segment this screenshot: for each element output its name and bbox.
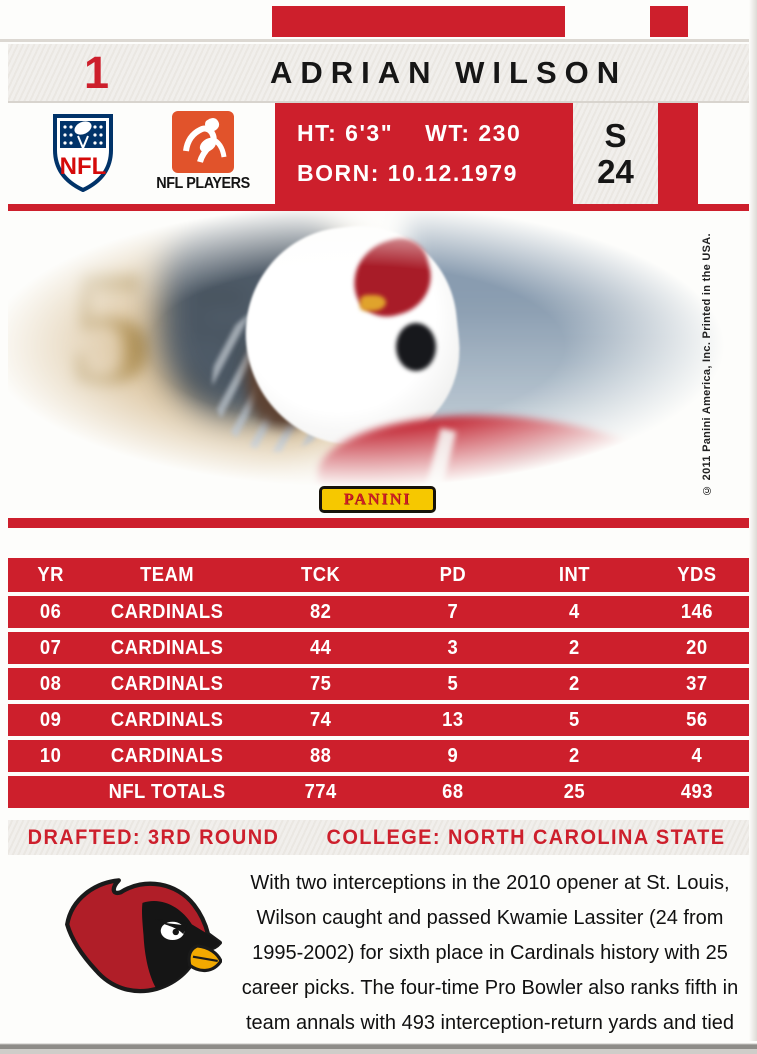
cell-tck: 75 (310, 672, 332, 695)
red-column (658, 103, 698, 204)
position-value: S (604, 117, 627, 154)
nfl-players-label: NFL PLAYERS (156, 175, 250, 192)
cell-int: 2 (569, 744, 581, 767)
cell-team: CARDINALS (111, 600, 224, 623)
cell-yds: 146 (681, 600, 714, 623)
cell-team: CARDINALS (111, 708, 224, 731)
cell-yr: 07 (39, 636, 62, 659)
panini-logo: PANINI (319, 486, 436, 513)
cell-pd: 9 (447, 744, 458, 767)
cell-int: 2 (569, 672, 581, 695)
info-band: NFL NFL PLAYERS HT: 6'3" WT: 230 BORN: 1… (8, 103, 749, 204)
born-value: BORN: 10.12.1979 (297, 160, 518, 186)
position-box: S 24 (573, 103, 658, 204)
top-red-bar-left (272, 6, 565, 37)
cell-yds: 56 (686, 708, 708, 731)
jersey-number-value: 24 (597, 153, 634, 190)
nfl-shield-text: NFL (60, 153, 107, 180)
panini-logo-text: PANINI (343, 490, 412, 508)
photo-vignette (8, 211, 749, 518)
divider (0, 39, 749, 42)
weight-value: WT: 230 (425, 120, 522, 146)
scan-edge-right (749, 0, 757, 1054)
cell-tck: 44 (310, 636, 332, 659)
cell-tck: 82 (310, 600, 332, 623)
cell-yds: 20 (686, 636, 708, 659)
cell-pd: 68 (441, 780, 464, 803)
cell-yds: 37 (686, 672, 708, 695)
cell-int: 25 (564, 780, 586, 803)
cell-team: NFL TOTALS (108, 780, 226, 803)
name-band: 1 ADRIAN WILSON (8, 44, 749, 103)
height-value: HT: 6'3" (297, 120, 394, 146)
col-header-int: INT (559, 563, 591, 586)
cell-team: CARDINALS (111, 636, 224, 659)
nfl-players-icon (172, 111, 234, 173)
col-header-tck: TCK (301, 563, 341, 586)
cell-team: CARDINALS (111, 672, 224, 695)
cell-yds: 4 (691, 744, 703, 767)
cell-yr: 08 (39, 672, 62, 695)
divider-red-top (8, 204, 749, 211)
cell-int: 5 (569, 708, 581, 731)
col-header-pd: PD (439, 563, 466, 586)
stats-table: YR TEAM TCK PD INT YDS 06 CARDINALS 82 7… (8, 558, 749, 812)
college-text: COLLEGE: NORTH CAROLINA STATE (326, 825, 726, 849)
cell-pd: 3 (447, 636, 458, 659)
drafted-text: DRAFTED: 3RD ROUND (27, 825, 280, 849)
cell-yr: 10 (39, 744, 62, 767)
draft-college-band: DRAFTED: 3RD ROUND COLLEGE: NORTH CAROLI… (8, 820, 749, 855)
player-name: ADRIAN WILSON (270, 55, 628, 90)
stats-row: 09 CARDINALS 74 13 5 56 (8, 704, 749, 736)
vitals-box: HT: 6'3" WT: 230 BORN: 10.12.1979 (275, 103, 573, 204)
cell-yr: 09 (39, 708, 62, 731)
cell-tck: 88 (310, 744, 332, 767)
cell-int: 2 (569, 636, 581, 659)
vitals-line-2: BORN: 10.12.1979 (297, 160, 573, 187)
stats-row: 06 CARDINALS 82 7 4 146 (8, 596, 749, 628)
nfl-shield-icon: NFL (53, 114, 113, 192)
player-photo: 5 5 (8, 211, 749, 518)
stats-totals-row: NFL TOTALS 774 68 25 493 (8, 776, 749, 808)
player-bio: With two interceptions in the 2010 opene… (241, 872, 739, 1054)
col-header-yds: YDS (677, 563, 717, 586)
col-header-team: TEAM (140, 563, 195, 586)
vitals-line-1: HT: 6'3" WT: 230 (297, 120, 573, 147)
col-header-yr: YR (37, 563, 64, 586)
copyright-text: © 2011 Panini America, Inc. Printed in t… (701, 233, 713, 496)
cell-tck: 74 (310, 708, 332, 731)
cell-pd: 5 (447, 672, 458, 695)
stats-row: 08 CARDINALS 75 5 2 37 (8, 668, 749, 700)
cell-tck: 774 (305, 780, 338, 803)
stats-row: 07 CARDINALS 44 3 2 20 (8, 632, 749, 664)
cell-yr: 06 (39, 600, 62, 623)
cell-int: 4 (569, 600, 581, 623)
cell-pd: 13 (441, 708, 464, 731)
cell-pd: 7 (447, 600, 458, 623)
cell-yds: 493 (681, 780, 714, 803)
stats-header-row: YR TEAM TCK PD INT YDS (8, 558, 749, 592)
scan-edge-bottom (0, 1041, 757, 1054)
cell-team: CARDINALS (111, 744, 224, 767)
top-red-bar-right (650, 6, 688, 37)
cardinals-team-logo (65, 878, 222, 994)
stats-row: 10 CARDINALS 88 9 2 4 (8, 740, 749, 772)
card-number: 1 (84, 47, 110, 98)
divider-red-bottom (8, 518, 749, 528)
